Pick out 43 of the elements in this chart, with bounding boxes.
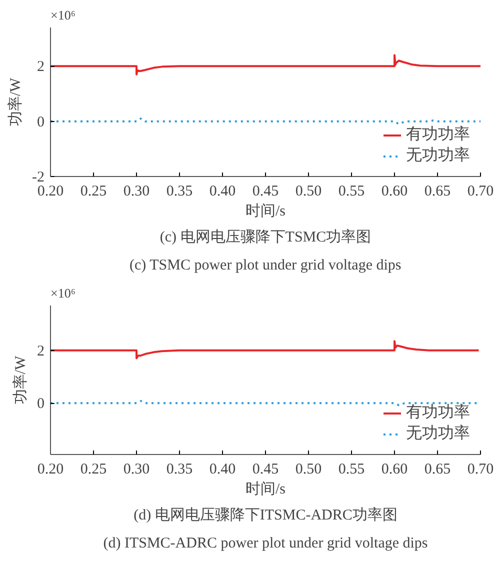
x-tick-label: 0.25 <box>80 184 107 200</box>
y-tick-label: 0 <box>37 114 44 130</box>
x-tick-label: 0.50 <box>295 184 322 200</box>
x-tick-label: 0.45 <box>252 462 279 478</box>
text: ×10⁶ <box>50 286 76 300</box>
x-tick-label: 0.65 <box>424 462 451 478</box>
x-tick-label: 0.50 <box>295 462 322 478</box>
x-tick-label: 0.55 <box>338 184 365 200</box>
y-tick-label: 2 <box>37 59 44 76</box>
x-tick-label: 0.65 <box>424 184 451 200</box>
x-tick-label: 0.60 <box>381 184 408 200</box>
x-tick-label: 0.20 <box>37 462 64 478</box>
text: (d) ITSMC-ADRC power plot under grid voltage dips <box>103 536 428 552</box>
x-tick-label: 0.45 <box>252 184 279 200</box>
legend-label: 无功功率 <box>406 146 470 166</box>
x-tick-label: 0.40 <box>209 462 236 478</box>
text: ×10⁶ <box>50 8 76 22</box>
x-tick-label: 0.30 <box>123 462 150 478</box>
x-tick-label: 0.55 <box>338 462 365 478</box>
text: (c) TSMC power plot under grid voltage dips <box>129 258 402 274</box>
x-tick-label: 0.35 <box>166 462 193 478</box>
x-tick-label: 0.70 <box>467 184 494 200</box>
y-tick-label: 0 <box>37 396 44 412</box>
x-tick-label: 0.30 <box>123 184 150 200</box>
y-axis-title: 功率/W <box>12 354 29 404</box>
x-tick-label: 0.70 <box>467 462 494 478</box>
y-tick-label: -2 <box>32 170 45 186</box>
x-tick-label: 0.25 <box>80 462 107 478</box>
line-series <box>50 340 480 360</box>
legend-label: 有功功率 <box>406 124 470 145</box>
y-axis-title: 功率/W <box>7 76 24 126</box>
legend-label: 无功功率 <box>406 424 470 444</box>
x-axis-title: 时间/s <box>246 202 286 220</box>
x-tick-label: 0.40 <box>209 184 236 200</box>
y-tick-label: 2 <box>37 343 44 360</box>
x-tick-label: 0.20 <box>37 184 64 200</box>
x-tick-label: 0.35 <box>166 184 193 200</box>
legend-label: 有功功率 <box>406 402 470 423</box>
text: (c) 电网电压骤降下TSMC功率图 <box>160 228 372 246</box>
x-axis-title: 时间/s <box>246 480 286 498</box>
text: (d) 电网电压骤降下ITSMC-ADRC功率图 <box>134 506 398 524</box>
line-series <box>50 54 480 76</box>
x-tick-label: 0.60 <box>381 462 408 478</box>
